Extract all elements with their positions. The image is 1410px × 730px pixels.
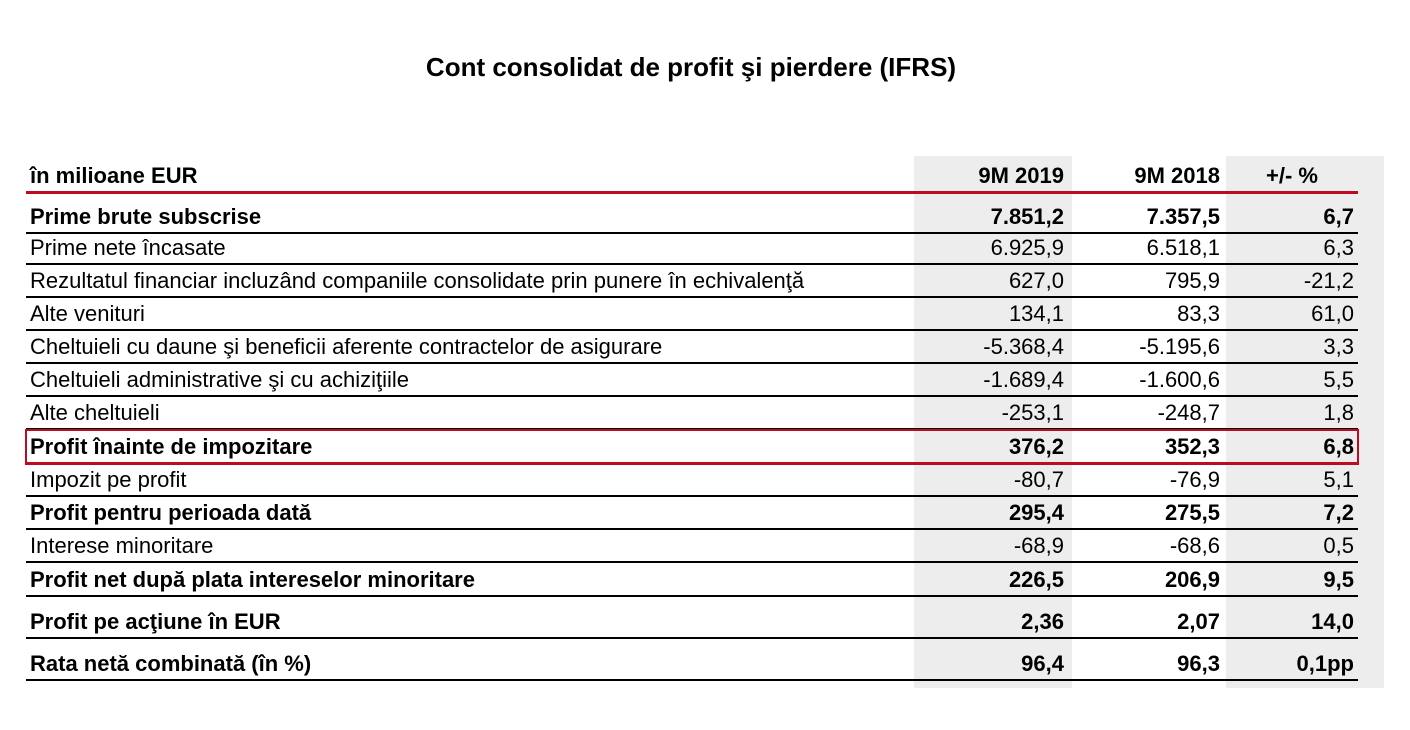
row-label: Alte venituri	[30, 301, 145, 326]
row-value-change: 14,0	[1311, 609, 1354, 634]
table-row: Profit pentru perioada dată 295,4 275,5 …	[26, 497, 1358, 530]
row-value-change: 5,1	[1323, 467, 1354, 492]
shaded-column-9m2019	[914, 156, 1072, 688]
table-row: Profit pe acţiune în EUR 2,36 2,07 14,0	[26, 597, 1358, 639]
row-value-change: 1,8	[1323, 400, 1354, 425]
table-row: Interese minoritare -68,9 -68,6 0,5	[26, 530, 1358, 563]
row-label: Profit înainte de impozitare	[30, 434, 313, 459]
row-value-change: 6,8	[1323, 434, 1354, 459]
header-col-9m2018: 9M 2018	[1134, 163, 1220, 188]
row-label: Profit pe acţiune în EUR	[30, 609, 281, 634]
row-value-change: 9,5	[1323, 567, 1354, 592]
row-value-change: 6,3	[1323, 235, 1354, 260]
row-value-change: 6,7	[1323, 204, 1354, 229]
income-statement-table: în milioane EUR 9M 2019 9M 2018 +/- % Pr…	[25, 156, 1384, 688]
table-row-highlighted: Profit înainte de impozitare 376,2 352,3…	[25, 429, 1359, 465]
row-value-2018: -5.195,6	[1139, 334, 1220, 359]
row-value-2018: -1.600,6	[1139, 367, 1220, 392]
row-value-2018: 83,3	[1177, 301, 1220, 326]
row-label: Impozit pe profit	[30, 467, 187, 492]
header-label: în milioane EUR	[30, 163, 198, 188]
row-value-2018: 795,9	[1164, 268, 1220, 293]
row-value-2018: -248,7	[1157, 400, 1220, 425]
row-label: Profit net după plata intereselor minori…	[30, 567, 475, 592]
row-value-change: 0,1pp	[1296, 651, 1354, 676]
row-value-2019: 226,5	[1008, 567, 1064, 592]
table-row: Profit net după plata intereselor minori…	[26, 563, 1358, 597]
table-row: Alte venituri 134,1 83,3 61,0	[26, 298, 1358, 331]
row-value-2019: 134,1	[1008, 301, 1064, 326]
row-value-2018: 206,9	[1164, 567, 1220, 592]
row-label: Rezultatul financiar incluzând companiil…	[30, 268, 805, 293]
row-value-2019: 627,0	[1008, 268, 1064, 293]
table-row: Cheltuieli administrative şi cu achiziţi…	[26, 364, 1358, 397]
row-value-2019: 2,36	[1021, 609, 1064, 634]
row-value-change: 3,3	[1323, 334, 1354, 359]
row-value-2018: 6.518,1	[1146, 235, 1220, 260]
row-value-change: 7,2	[1323, 500, 1354, 525]
row-value-2018: 275,5	[1164, 500, 1220, 525]
row-value-2018: -76,9	[1169, 467, 1220, 492]
table-row: Impozit pe profit -80,7 -76,9 5,1	[26, 464, 1358, 497]
row-value-change: 5,5	[1323, 367, 1354, 392]
row-value-2019: 376,2	[1008, 434, 1064, 459]
table-row: Prime brute subscrise 7.851,2 7.357,5 6,…	[26, 194, 1358, 234]
table-row: Rezultatul financiar incluzând companiil…	[26, 265, 1358, 298]
row-label: Cheltuieli administrative şi cu achiziţi…	[30, 367, 410, 392]
row-value-2019: -80,7	[1013, 467, 1064, 492]
row-label: Prime brute subscrise	[30, 204, 262, 229]
page-title: Cont consolidat de profit şi pierdere (I…	[425, 52, 957, 82]
row-value-change: -21,2	[1303, 268, 1354, 293]
header-col-9m2019: 9M 2019	[978, 163, 1064, 188]
row-value-2018: -68,6	[1169, 533, 1220, 558]
header-col-change: +/- %	[1266, 163, 1318, 188]
row-label: Cheltuieli cu daune şi beneficii aferent…	[30, 334, 663, 359]
row-label: Alte cheltuieli	[30, 400, 160, 425]
row-label: Interese minoritare	[30, 533, 214, 558]
row-value-2019: -1.689,4	[983, 367, 1064, 392]
row-value-2019: -253,1	[1001, 400, 1064, 425]
table-row: Rata netă combinată (în %) 96,4 96,3 0,1…	[26, 639, 1358, 681]
shaded-column-change	[1226, 156, 1384, 688]
row-value-2019: 6.925,9	[990, 235, 1064, 260]
row-value-2019: 96,4	[1021, 651, 1064, 676]
table-row: Alte cheltuieli -253,1 -248,7 1,8	[26, 397, 1358, 430]
row-label: Prime nete încasate	[30, 235, 226, 260]
row-value-2018: 7.357,5	[1146, 204, 1220, 229]
row-value-2018: 2,07	[1177, 609, 1220, 634]
table-row: Cheltuieli cu daune şi beneficii aferent…	[26, 331, 1358, 364]
row-label: Rata netă combinată (în %)	[30, 651, 312, 676]
table-header: în milioane EUR 9M 2019 9M 2018 +/- %	[26, 156, 1358, 194]
row-value-change: 0,5	[1323, 533, 1354, 558]
row-label: Profit pentru perioada dată	[30, 500, 312, 525]
row-value-change: 61,0	[1311, 301, 1354, 326]
row-value-2019: 7.851,2	[990, 204, 1064, 229]
row-value-2019: -5.368,4	[983, 334, 1064, 359]
row-value-2019: -68,9	[1013, 533, 1064, 558]
table-row: Prime nete încasate 6.925,9 6.518,1 6,3	[26, 234, 1358, 265]
row-value-2018: 352,3	[1164, 434, 1220, 459]
row-value-2019: 295,4	[1008, 500, 1064, 525]
row-value-2018: 96,3	[1177, 651, 1220, 676]
